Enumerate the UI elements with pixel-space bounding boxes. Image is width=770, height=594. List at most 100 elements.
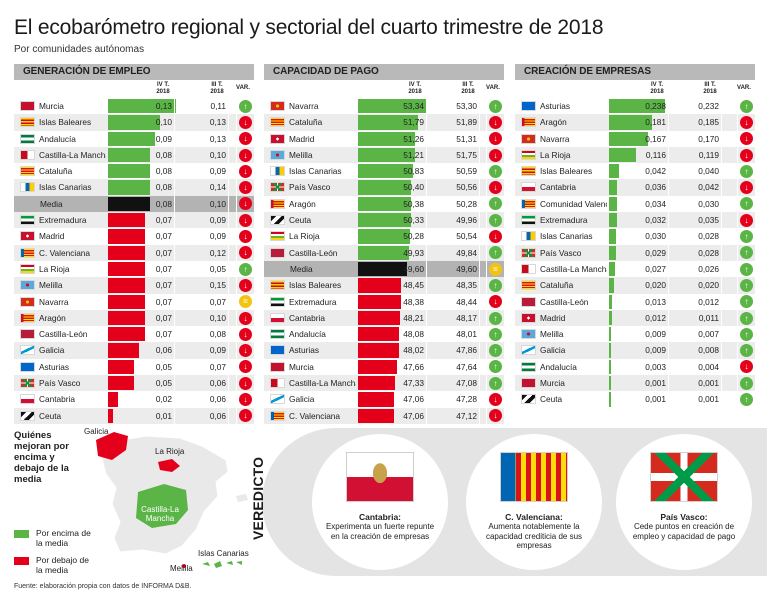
page-title: El ecobarómetro regional y sectorial del… [14,16,604,39]
value-q4: 0,07 [155,329,172,340]
value-q3: 0,08 [209,329,226,340]
region-name: Navarra [289,101,319,111]
bar [108,213,145,228]
var-down-icon: ↓ [239,311,252,325]
table-row: Media 0,08 0,10 ↓ [14,195,254,213]
region-name: Asturias [39,361,69,372]
flag-valencia-icon [270,410,285,421]
verdict-flag-valencia [500,452,568,502]
value-q4: 0,08 [155,149,172,160]
verdict-title: VEREDICTO [250,456,266,540]
var-up-icon: ↑ [239,262,252,276]
value-q4: 0,07 [155,231,172,242]
source-note: Fuente: elaboración propia con datos de … [14,583,192,590]
table-row: Cataluña 51,79 51,89 ↓ [264,114,504,131]
value-q4: 0,07 [155,280,172,291]
value-q3: 0,12 [209,247,226,258]
flag-navarra-icon [270,101,285,111]
var-down-icon: ↓ [239,132,252,146]
var-down-icon: ↓ [239,181,252,195]
panel-creacion-empresas: CREACIÓN DE EMPRESAS IV T. 2018 III T. 201… [515,64,755,408]
var-up-icon: ↑ [740,295,753,309]
value-q4: 0,029 [645,247,666,258]
flag-cyl-icon [521,296,536,307]
bar [358,343,399,358]
flag-paisvasco-icon [521,247,536,258]
region-name: Melilla [540,329,564,340]
region-name: Castilla-León [289,247,338,258]
column-divider [174,98,175,424]
var-down-icon: ↓ [239,246,252,260]
value-q3: 0,028 [698,247,719,258]
var-up-icon: ↑ [740,262,753,276]
table-rows: Navarra 53,34 53,30 ↑ Cataluña 51,79 51,89 ↓ Mad… [264,98,504,424]
value-q3: 0,035 [698,215,719,226]
flag-cataluna-icon [270,117,285,128]
table-row: Islas Baleares 48,45 48,35 ↑ [264,277,504,294]
table-row: Melilla 51,21 51,75 ↓ [264,146,504,164]
value-q4: 0,07 [155,296,172,307]
table-row: Madrid 51,26 51,31 ↓ [264,131,504,147]
value-q3: 47,64 [456,361,477,372]
map-rioja [158,459,180,472]
table-row: Cataluña 0,08 0,09 ↓ [14,163,254,179]
table-row: Castilla-León 49,93 49,84 ↑ [264,244,504,261]
bar [609,359,611,375]
table-row: Madrid 0,07 0,09 ↓ [14,228,254,244]
region-name: Murcia [289,361,314,372]
column-divider [721,98,722,408]
bar [108,327,145,342]
legend-above-swatch [14,530,29,538]
region-name: Asturias [540,101,570,111]
value-q3: 49,84 [456,247,477,258]
var-down-icon: ↓ [489,409,502,423]
value-q4: 0,042 [645,166,666,177]
region-name: Aragón [289,198,316,209]
flag-asturias-icon [20,361,35,372]
value-q3: 0,004 [698,361,719,372]
map-baleares [236,494,248,502]
value-q3: 50,56 [456,182,477,193]
table-row: Cataluña 0,020 0,020 ↑ [515,277,755,294]
flag-asturias-icon [521,101,536,111]
value-q3: 48,44 [456,296,477,307]
value-q4: 49,93 [403,247,424,258]
value-q4: 0,06 [155,345,172,356]
value-q4: 48,02 [403,345,424,356]
region-name: Islas Canarias [39,182,92,193]
value-q4: 0,001 [645,394,666,405]
value-q4: 48,21 [403,312,424,323]
bar [108,115,161,130]
region-name: Andalucía [39,133,76,144]
table-row: Asturias 0,05 0,07 ↓ [14,359,254,375]
value-q4: 0,009 [645,345,666,356]
flag-andalucia-icon [521,361,536,372]
table-row: Murcia 47,66 47,64 ↑ [264,359,504,375]
bar [108,359,135,375]
region-name: Aragón [39,312,66,323]
var-up-icon: ↑ [740,246,753,260]
table-row: Galicia 0,06 0,09 ↓ [14,342,254,359]
flag-valencia-icon [20,247,35,258]
flag-cyl-icon [20,329,35,340]
flag-baleares-icon [20,117,35,128]
value-q3: 0,008 [698,345,719,356]
region-name: Melilla [39,280,63,291]
region-name: Castilla-La Mancha [289,378,356,389]
bar [609,310,612,326]
value-q3: 0,06 [209,378,226,389]
flag-extremadura-icon [521,215,536,226]
region-name: Aragón [540,117,567,128]
value-q4: 0,05 [155,378,172,389]
region-name: Navarra [39,296,69,307]
region-name: Ceuta [39,410,62,421]
var-up-icon: ↑ [740,197,753,211]
bar [609,164,619,179]
value-q3: 0,13 [209,133,226,144]
bar [609,392,611,407]
var-up-icon: ↑ [489,278,502,292]
bar [358,99,426,114]
region-name: Navarra [540,133,570,144]
var-down-icon: ↓ [239,278,252,292]
var-up-icon: ↑ [740,393,753,407]
